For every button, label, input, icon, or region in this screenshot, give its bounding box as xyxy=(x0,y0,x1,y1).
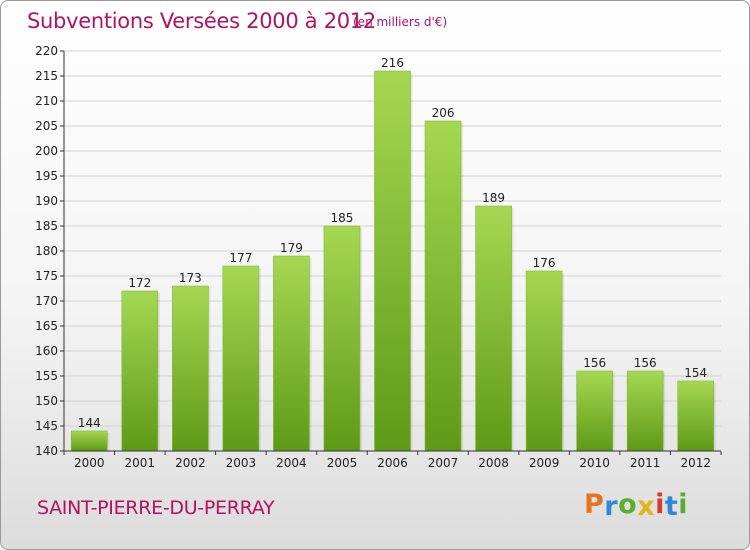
y-tick-label: 155 xyxy=(35,369,58,383)
bar-2001 xyxy=(121,290,159,452)
data-label: 206 xyxy=(432,106,455,120)
bar-2000 xyxy=(70,430,108,452)
data-label: 156 xyxy=(634,356,657,370)
y-tick-label: 205 xyxy=(35,119,58,133)
proxiti-logo: Proxiti xyxy=(584,489,689,522)
logo-letter: x xyxy=(637,491,656,522)
data-label: 156 xyxy=(583,356,606,370)
data-label: 173 xyxy=(179,271,202,285)
labels: 1401451501551601651701751801851901952002… xyxy=(35,44,711,470)
logo-letter: i xyxy=(655,489,665,520)
bar-2005 xyxy=(323,225,361,452)
y-tick-label: 145 xyxy=(35,419,58,433)
y-tick-label: 150 xyxy=(35,394,58,408)
y-tick-label: 175 xyxy=(35,269,58,283)
bar-2006 xyxy=(374,70,411,452)
bar-2004 xyxy=(273,255,310,452)
data-label: 176 xyxy=(533,256,556,270)
y-tick-label: 165 xyxy=(35,319,58,333)
y-tick-label: 215 xyxy=(35,69,58,83)
logo-letter: r xyxy=(604,491,619,522)
bar-2010 xyxy=(576,370,613,452)
y-tick-label: 185 xyxy=(35,219,58,233)
chart-subtitle: (en milliers d'€) xyxy=(353,15,448,29)
y-tick-label: 195 xyxy=(35,169,58,183)
data-label: 216 xyxy=(381,56,404,70)
data-label: 189 xyxy=(482,191,505,205)
logo-letter: P xyxy=(584,489,605,520)
bar-2012 xyxy=(677,380,715,452)
bar-2008 xyxy=(475,205,512,452)
x-tick-label: 2004 xyxy=(276,456,307,470)
x-tick-label: 2003 xyxy=(226,456,257,470)
bars xyxy=(70,70,716,452)
y-tick-label: 160 xyxy=(35,344,58,358)
y-tick-label: 210 xyxy=(35,94,58,108)
logo-letter: t xyxy=(664,491,679,522)
chart-title: Subventions Versées 2000 à 2012 xyxy=(27,9,376,33)
y-tick-label: 180 xyxy=(35,244,58,258)
x-tick-label: 2005 xyxy=(327,456,358,470)
data-label: 154 xyxy=(684,366,707,380)
axes xyxy=(60,50,722,455)
x-tick-label: 2009 xyxy=(529,456,560,470)
x-tick-label: 2010 xyxy=(579,456,610,470)
data-label: 179 xyxy=(280,241,303,255)
data-label: 172 xyxy=(128,276,151,290)
logo-letter: o xyxy=(618,489,638,520)
bar-2003 xyxy=(222,265,260,452)
x-tick-label: 2012 xyxy=(680,456,711,470)
bar-2007 xyxy=(424,120,462,452)
data-label: 177 xyxy=(229,251,252,265)
data-label: 185 xyxy=(331,211,354,225)
data-label: 144 xyxy=(78,416,101,430)
x-tick-label: 2001 xyxy=(125,456,156,470)
x-tick-label: 2002 xyxy=(175,456,206,470)
y-tick-label: 170 xyxy=(35,294,58,308)
place-name: SAINT-PIERRE-DU-PERRAY xyxy=(37,497,275,519)
bar-2009 xyxy=(525,270,563,452)
x-tick-label: 2006 xyxy=(377,456,408,470)
y-tick-label: 220 xyxy=(35,44,58,58)
y-tick-label: 200 xyxy=(35,144,58,158)
bar-2002 xyxy=(172,285,209,452)
logo-letter: i xyxy=(678,489,689,520)
x-tick-label: 2007 xyxy=(428,456,459,470)
y-tick-label: 190 xyxy=(35,194,58,208)
bar-2011 xyxy=(626,370,664,452)
x-tick-label: 2011 xyxy=(630,456,661,470)
y-tick-label: 140 xyxy=(35,444,58,458)
x-tick-label: 2000 xyxy=(74,456,105,470)
x-tick-label: 2008 xyxy=(478,456,509,470)
